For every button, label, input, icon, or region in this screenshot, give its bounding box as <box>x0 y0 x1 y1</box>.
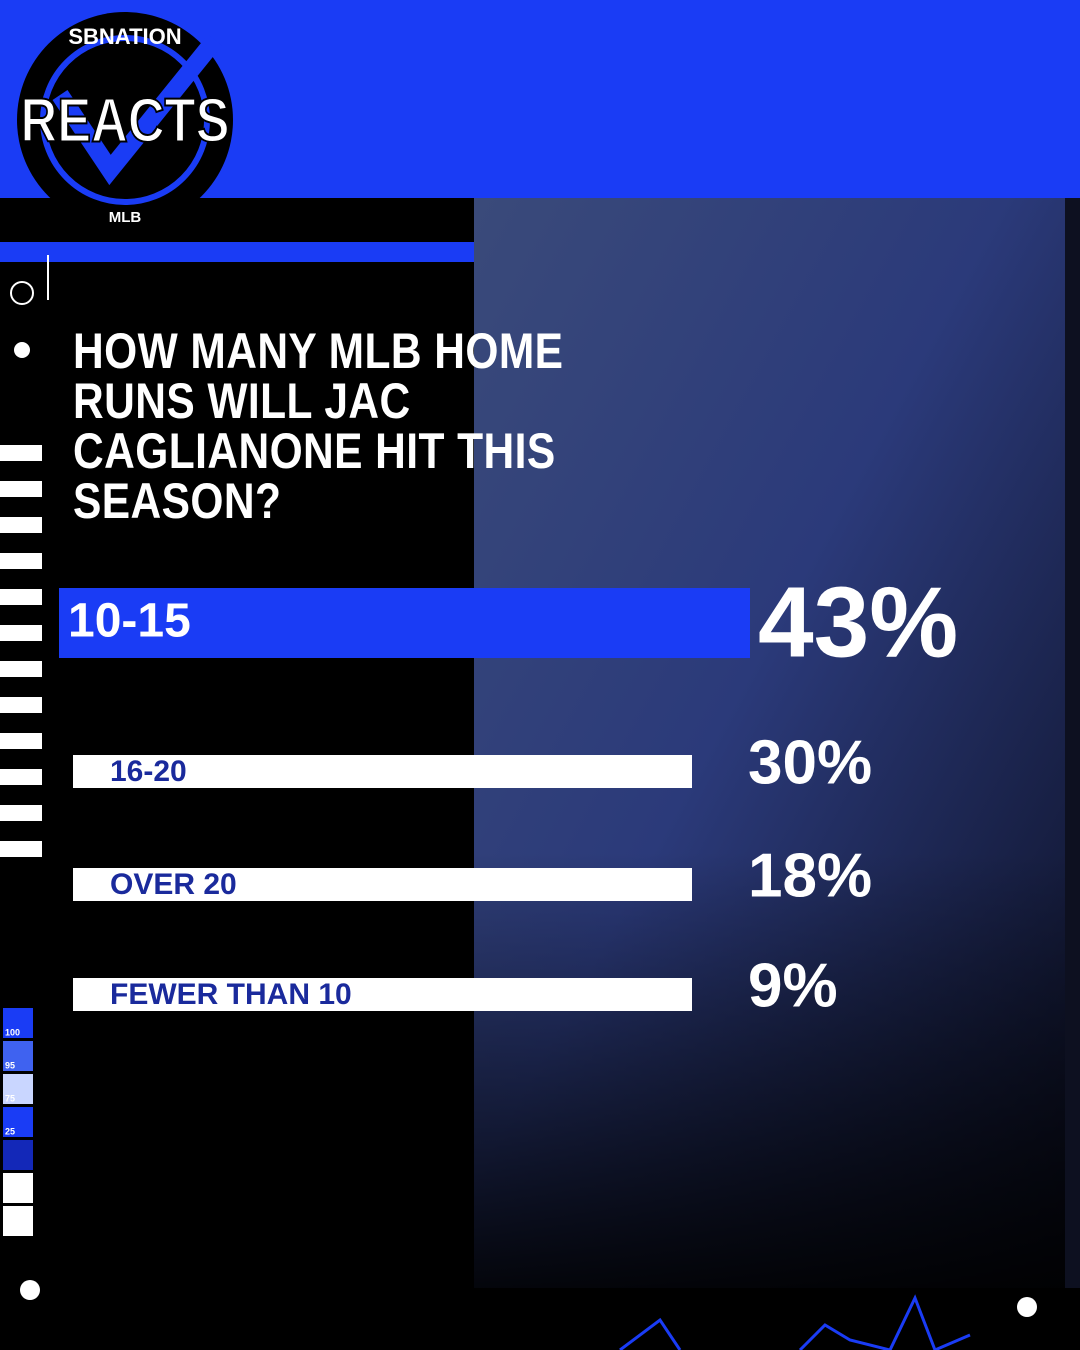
logo-main: REACTS <box>21 87 230 156</box>
value-label: 9% <box>748 951 838 1020</box>
photo-fade <box>474 198 1065 1288</box>
side-decoration: 100 95 75 25 <box>0 445 42 1236</box>
meter-label: 75 <box>5 1093 15 1103</box>
value-label: 18% <box>748 841 872 910</box>
chart-title: HOW MANY MLB HOME RUNS WILL JAC CAGLIANO… <box>73 323 564 529</box>
meter-block <box>3 1206 33 1236</box>
meter-label: 25 <box>5 1126 15 1136</box>
logo-ring <box>40 35 210 205</box>
meter-label: 95 <box>5 1060 15 1070</box>
side-stripe <box>0 625 42 641</box>
bar <box>73 868 692 901</box>
side-stripe <box>0 733 42 749</box>
logo-bottom: MLB <box>109 209 142 226</box>
blue-stripe <box>0 242 474 262</box>
side-stripe <box>0 805 42 821</box>
deco-zigzag <box>798 1294 971 1350</box>
poll-rows: 10-15 43% 16-20 30% OVER 20 18% FEWER THAN 10 9… <box>59 566 958 1020</box>
side-stripe <box>0 481 42 497</box>
logo-top: SBNATION <box>68 24 181 49</box>
edge <box>1065 198 1080 1288</box>
dot <box>1017 1297 1037 1317</box>
deco-zigzag <box>619 1317 682 1350</box>
logo-disc <box>17 12 233 228</box>
meter-block <box>3 1140 33 1170</box>
side-stripe <box>0 661 42 677</box>
dot <box>14 342 30 358</box>
value-label: 43% <box>758 566 958 678</box>
meter-block <box>3 1173 33 1203</box>
meter-label: 100 <box>5 1027 20 1037</box>
side-stripe <box>0 589 42 605</box>
side-stripe <box>0 697 42 713</box>
value-label: 30% <box>748 728 872 797</box>
meter-block <box>3 1008 33 1038</box>
meter-block <box>3 1074 33 1104</box>
side-stripe <box>0 769 42 785</box>
category-label: 10-15 <box>68 595 191 648</box>
side-stripe <box>0 517 42 533</box>
bar <box>73 978 692 1011</box>
crosshair <box>10 281 34 305</box>
category-label: 16-20 <box>110 755 187 788</box>
bar <box>73 755 692 788</box>
logo-check <box>52 34 223 186</box>
side-stripe <box>0 553 42 569</box>
meter-block <box>3 1107 33 1137</box>
side-stripe <box>0 445 42 461</box>
category-label: OVER 20 <box>110 868 237 901</box>
side-stripe <box>0 841 42 857</box>
meter-block <box>3 1041 33 1071</box>
dot <box>20 1280 40 1300</box>
bar <box>59 588 750 658</box>
category-label: FEWER THAN 10 <box>110 978 352 1011</box>
